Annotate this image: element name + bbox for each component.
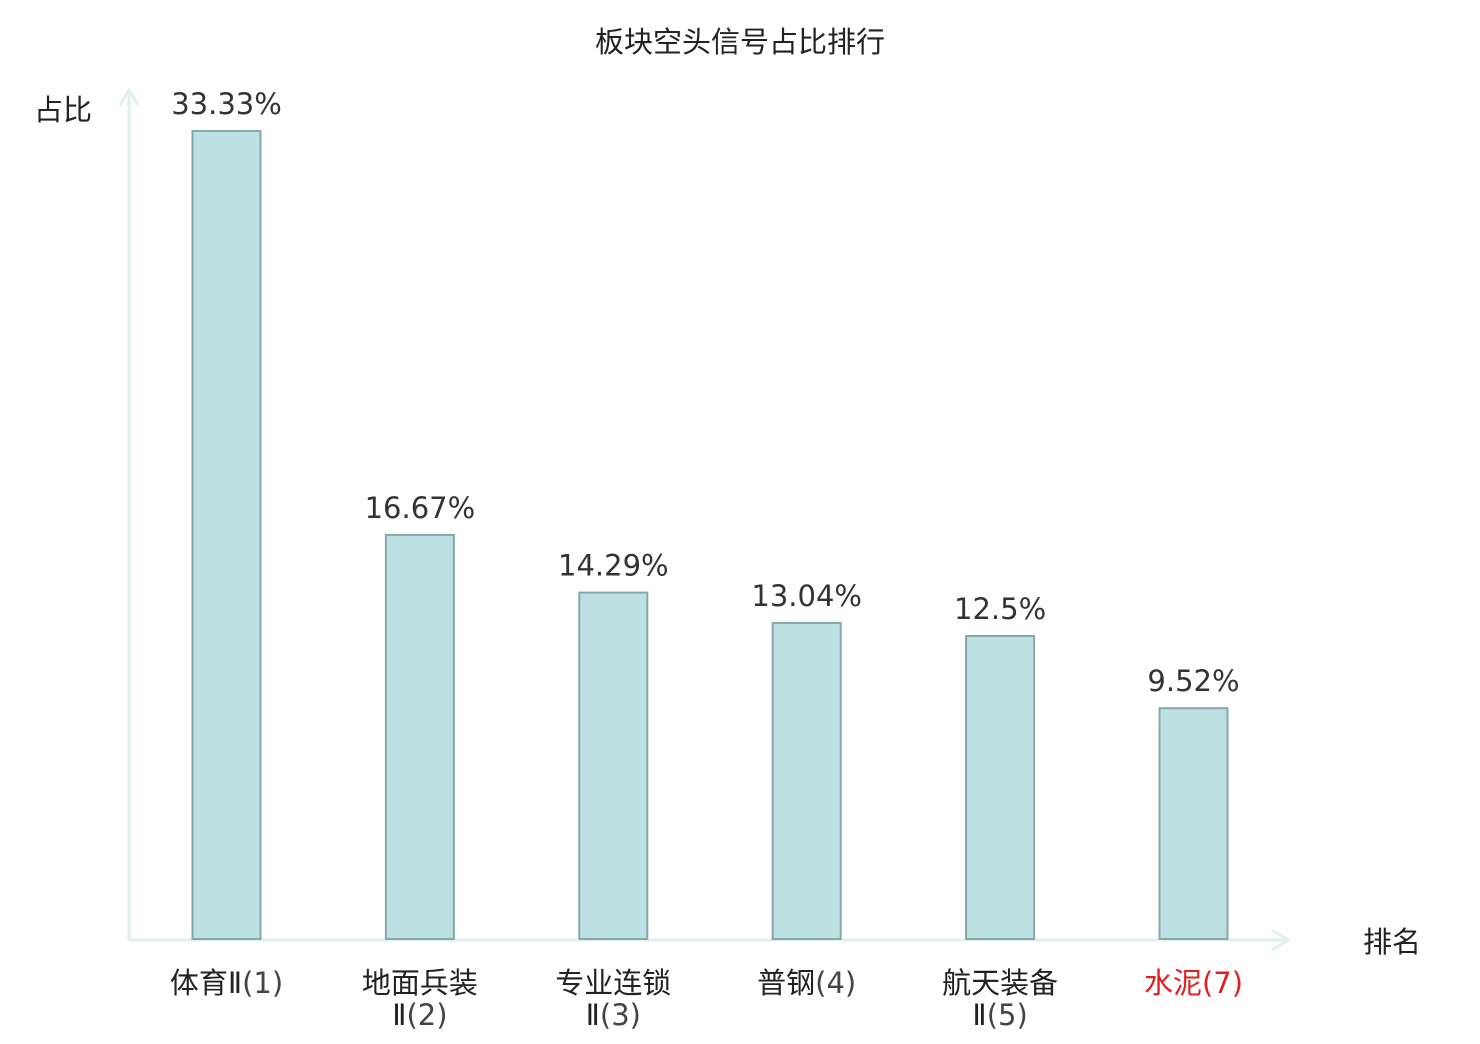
category-name: 体育Ⅱ bbox=[170, 966, 242, 1000]
category-name: Ⅱ bbox=[586, 998, 600, 1032]
bar-value-label: 16.67% bbox=[365, 491, 476, 525]
bar bbox=[191, 130, 262, 940]
bar bbox=[1158, 707, 1229, 941]
category-rank: (5) bbox=[987, 998, 1028, 1032]
category-label: Ⅱ(2) bbox=[392, 998, 447, 1032]
y-axis-label: 占比 bbox=[34, 93, 92, 127]
x-axis-arrow bbox=[1271, 928, 1291, 952]
bar-value-label: 12.5% bbox=[954, 592, 1046, 626]
bar bbox=[771, 621, 842, 941]
category-rank: (2) bbox=[406, 998, 447, 1032]
bar bbox=[578, 591, 649, 940]
chart-title: 板块空头信号占比排行 bbox=[595, 25, 885, 59]
bar-value-label: 33.33% bbox=[171, 87, 282, 121]
category-rank: (4) bbox=[815, 966, 856, 1000]
category-name: Ⅱ bbox=[972, 998, 986, 1032]
bar-value-label: 14.29% bbox=[558, 549, 669, 583]
value-labels-group: 33.33% 16.67% 14.29% 13.04% 12.5% 9.52% bbox=[171, 87, 1239, 698]
x-axis-label: 排名 bbox=[1363, 925, 1421, 959]
bar-value-label: 13.04% bbox=[751, 579, 862, 613]
category-rank: (7) bbox=[1202, 966, 1243, 1000]
category-name: 普钢 bbox=[757, 966, 815, 1000]
category-label: Ⅱ(3) bbox=[586, 998, 641, 1032]
bar-value-label: 9.52% bbox=[1147, 664, 1239, 698]
category-rank: (1) bbox=[242, 966, 283, 1000]
bar bbox=[965, 635, 1036, 940]
category-label: 水泥(7) bbox=[1144, 966, 1243, 1000]
category-name: 航天装备 bbox=[942, 966, 1058, 1000]
y-axis bbox=[118, 87, 140, 940]
category-label: 航天装备 bbox=[942, 966, 1058, 1000]
category-label: Ⅱ(5) bbox=[972, 998, 1027, 1032]
category-name: 水泥 bbox=[1144, 966, 1202, 1000]
category-label: 体育Ⅱ(1) bbox=[170, 966, 283, 1000]
category-label: 专业连锁 bbox=[555, 966, 671, 1000]
category-name: 专业连锁 bbox=[555, 966, 671, 1000]
category-label: 普钢(4) bbox=[757, 966, 856, 1000]
y-axis-arrow bbox=[118, 87, 140, 106]
bar bbox=[384, 533, 455, 941]
x-axis bbox=[129, 928, 1291, 952]
category-name: 地面兵装 bbox=[362, 966, 478, 1000]
category-name: Ⅱ bbox=[392, 998, 406, 1032]
category-label: 地面兵装 bbox=[362, 966, 478, 1000]
bars-group bbox=[191, 130, 1229, 941]
category-rank: (3) bbox=[600, 998, 641, 1032]
